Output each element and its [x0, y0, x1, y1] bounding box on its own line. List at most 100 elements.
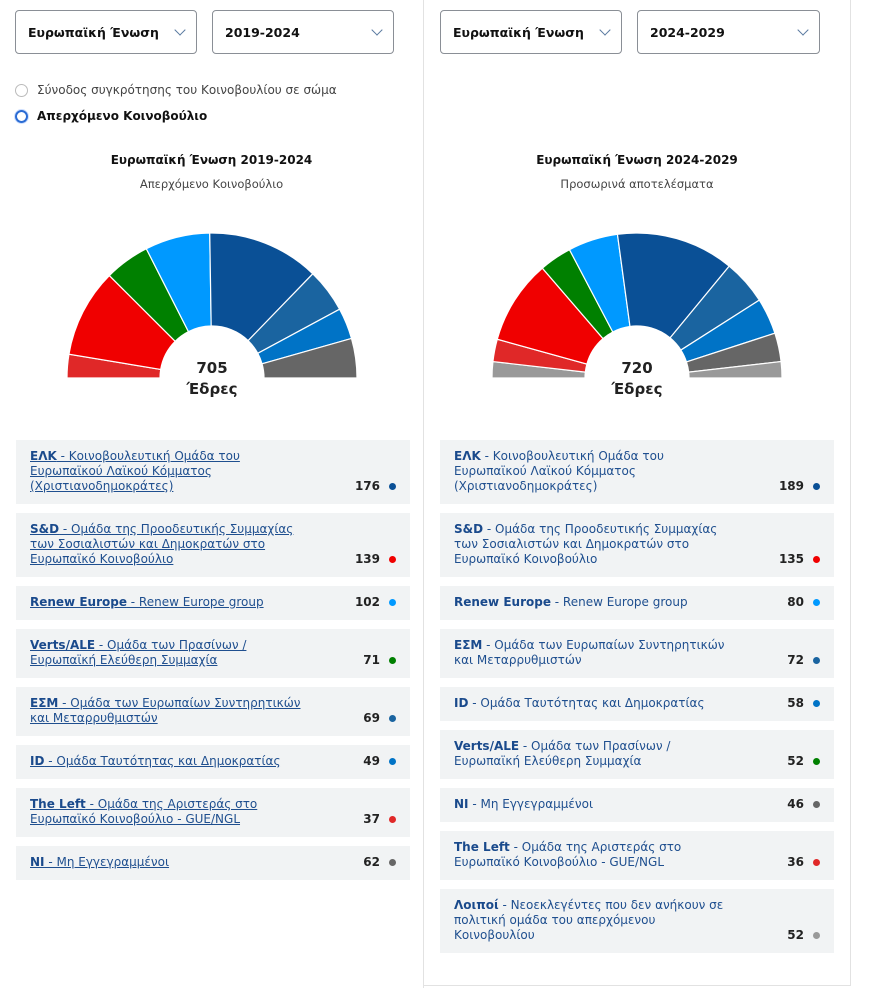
color-dot-icon [389, 758, 396, 765]
group-link[interactable]: ΕΣΜ - Ομάδα των Ευρωπαίων Συντηρητικών κ… [454, 638, 729, 668]
group-seats: 37 [363, 812, 396, 827]
term-value: 2024-2029 [650, 24, 725, 40]
group-seats: 46 [787, 797, 820, 812]
group-link[interactable]: S&D - Ομάδα της Προοδευτικής Συμμαχίας τ… [30, 522, 305, 567]
group-seats: 189 [779, 479, 820, 494]
group-seats: 58 [787, 696, 820, 711]
group-seats: 135 [779, 552, 820, 567]
color-dot-icon [389, 556, 396, 563]
chevron-down-icon [371, 24, 383, 36]
seat-total-label: Έδρες [611, 380, 663, 398]
group-abbr: ID [30, 754, 45, 768]
group-seats: 72 [787, 653, 820, 668]
group-name: - Renew Europe group [550, 595, 688, 609]
group-abbr: ΕΣΜ [454, 638, 483, 652]
seat-count: 62 [363, 855, 380, 869]
seat-total-label: Έδρες [186, 380, 238, 398]
seat-count: 176 [354, 479, 380, 493]
seat-count: 139 [354, 552, 380, 566]
group-link[interactable]: ID - Ομάδα Ταυτότητας και Δημοκρατίας [454, 696, 705, 711]
chart-subtitle: Προσωρινά αποτελέσματα [560, 177, 714, 191]
group-link[interactable]: NI - Μη Εγγεγραμμένοι [30, 855, 169, 870]
group-seats: 176 [355, 479, 396, 494]
group-name: - Μη Εγγεγραμμένοι [44, 855, 170, 869]
region-dropdown[interactable]: Ευρωπαϊκή Ένωση [440, 10, 622, 54]
term-dropdown[interactable]: 2024-2029 [637, 10, 820, 54]
region-dropdown[interactable]: Ευρωπαϊκή Ένωση [15, 10, 197, 54]
group-link[interactable]: ΕΛΚ - Κοινοβουλευτική Ομάδα του Ευρωπαϊκ… [454, 449, 729, 494]
term-value: 2019-2024 [225, 24, 300, 40]
group-row: The Left - Ομάδα της Αριστεράς στο Ευρωπ… [440, 831, 834, 880]
color-dot-icon [389, 483, 396, 490]
seat-count: 52 [787, 928, 804, 942]
color-dot-icon [389, 657, 396, 664]
group-link[interactable]: ΕΛΚ - Κοινοβουλευτική Ομάδα του Ευρωπαϊκ… [30, 449, 305, 494]
chevron-down-icon [174, 24, 186, 36]
radio-label: Σύνοδος συγκρότησης του Κοινοβουλίου σε … [37, 83, 337, 97]
group-row: ΕΣΜ - Ομάδα των Ευρωπαίων Συντηρητικών κ… [440, 629, 834, 678]
group-link[interactable]: NI - Μη Εγγεγραμμένοι [454, 797, 593, 812]
group-link[interactable]: S&D - Ομάδα της Προοδευτικής Συμμαχίας τ… [454, 522, 729, 567]
group-row: Λοιποί - Νεοεκλεγέντες που δεν ανήκουν σ… [440, 889, 834, 953]
group-link[interactable]: Renew Europe - Renew Europe group [30, 595, 264, 610]
group-seats: 52 [787, 754, 820, 769]
color-dot-icon [813, 932, 820, 939]
group-link[interactable]: Λοιποί - Νεοεκλεγέντες που δεν ανήκουν σ… [454, 898, 729, 943]
group-abbr: The Left [454, 840, 510, 854]
term-dropdown[interactable]: 2019-2024 [212, 10, 394, 54]
seat-count: 49 [363, 754, 380, 768]
chevron-down-icon [797, 24, 809, 36]
seat-total-value: 705 [196, 359, 228, 377]
group-seats: 69 [363, 711, 396, 726]
color-dot-icon [813, 801, 820, 808]
color-dot-icon [813, 599, 820, 606]
radio-constituent-session[interactable]: Σύνοδος συγκρότησης του Κοινοβουλίου σε … [15, 83, 337, 97]
color-dot-icon [389, 599, 396, 606]
group-link[interactable]: ID - Ομάδα Ταυτότητας και Δημοκρατίας [30, 754, 281, 769]
group-list: ΕΛΚ - Κοινοβουλευτική Ομάδα του Ευρωπαϊκ… [16, 440, 410, 889]
group-name: - Ομάδα των Πρασίνων / Ευρωπαϊκή Ελεύθερ… [454, 739, 671, 768]
group-abbr: Verts/ALE [454, 739, 520, 753]
seat-count: 71 [363, 653, 380, 667]
seat-count: 102 [354, 595, 380, 609]
group-seats: 49 [363, 754, 396, 769]
group-row: Verts/ALE - Ομάδα των Πρασίνων / Ευρωπαϊ… [16, 629, 410, 678]
group-seats: 62 [363, 855, 396, 870]
group-abbr: ID [454, 696, 469, 710]
region-value: Ευρωπαϊκή Ένωση [453, 24, 584, 40]
seat-count: 46 [787, 797, 804, 811]
group-link[interactable]: The Left - Ομάδα της Αριστεράς στο Ευρωπ… [30, 797, 305, 827]
seat-count: 135 [778, 552, 804, 566]
group-link[interactable]: ΕΣΜ - Ομάδα των Ευρωπαίων Συντηρητικών κ… [30, 696, 305, 726]
group-row: NI - Μη Εγγεγραμμένοι 62 [16, 846, 410, 880]
group-seats: 139 [355, 552, 396, 567]
radio-outgoing-parliament[interactable]: Απερχόμενο Κοινοβούλιο [15, 109, 207, 123]
group-name: - Renew Europe group [126, 595, 264, 609]
color-dot-icon [813, 556, 820, 563]
group-name: - Ομάδα της Αριστεράς στο Ευρωπαϊκό Κοιν… [454, 840, 682, 869]
group-row: ΕΛΚ - Κοινοβουλευτική Ομάδα του Ευρωπαϊκ… [16, 440, 410, 504]
radio-selected-icon [15, 109, 28, 123]
group-link[interactable]: Verts/ALE - Ομάδα των Πρασίνων / Ευρωπαϊ… [30, 638, 305, 668]
group-seats: 71 [363, 653, 396, 668]
seat-count: 52 [787, 754, 804, 768]
group-list: ΕΛΚ - Κοινοβουλευτική Ομάδα του Ευρωπαϊκ… [440, 440, 834, 962]
group-link[interactable]: Renew Europe - Renew Europe group [454, 595, 688, 610]
color-dot-icon [813, 758, 820, 765]
seat-total: 720 Έδρες [587, 358, 687, 400]
group-link[interactable]: Verts/ALE - Ομάδα των Πρασίνων / Ευρωπαϊ… [454, 739, 729, 769]
seat-count: 69 [363, 711, 380, 725]
group-name: - Ομάδα της Προοδευτικής Συμμαχίας των Σ… [454, 522, 718, 566]
group-seats: 52 [787, 928, 820, 943]
color-dot-icon [813, 657, 820, 664]
chart-title: Ευρωπαϊκή Ένωση 2019-2024 [110, 153, 313, 167]
group-abbr: NI [30, 855, 45, 869]
group-name: - Ομάδα Ταυτότητας και Δημοκρατίας [468, 696, 705, 710]
color-dot-icon [389, 816, 396, 823]
group-row: ΕΣΜ - Ομάδα των Ευρωπαίων Συντηρητικών κ… [16, 687, 410, 736]
seat-count: 37 [363, 812, 380, 826]
group-row: NI - Μη Εγγεγραμμένοι 46 [440, 788, 834, 822]
group-name: - Μη Εγγεγραμμένοι [468, 797, 594, 811]
group-link[interactable]: The Left - Ομάδα της Αριστεράς στο Ευρωπ… [454, 840, 729, 870]
seat-count: 80 [787, 595, 804, 609]
